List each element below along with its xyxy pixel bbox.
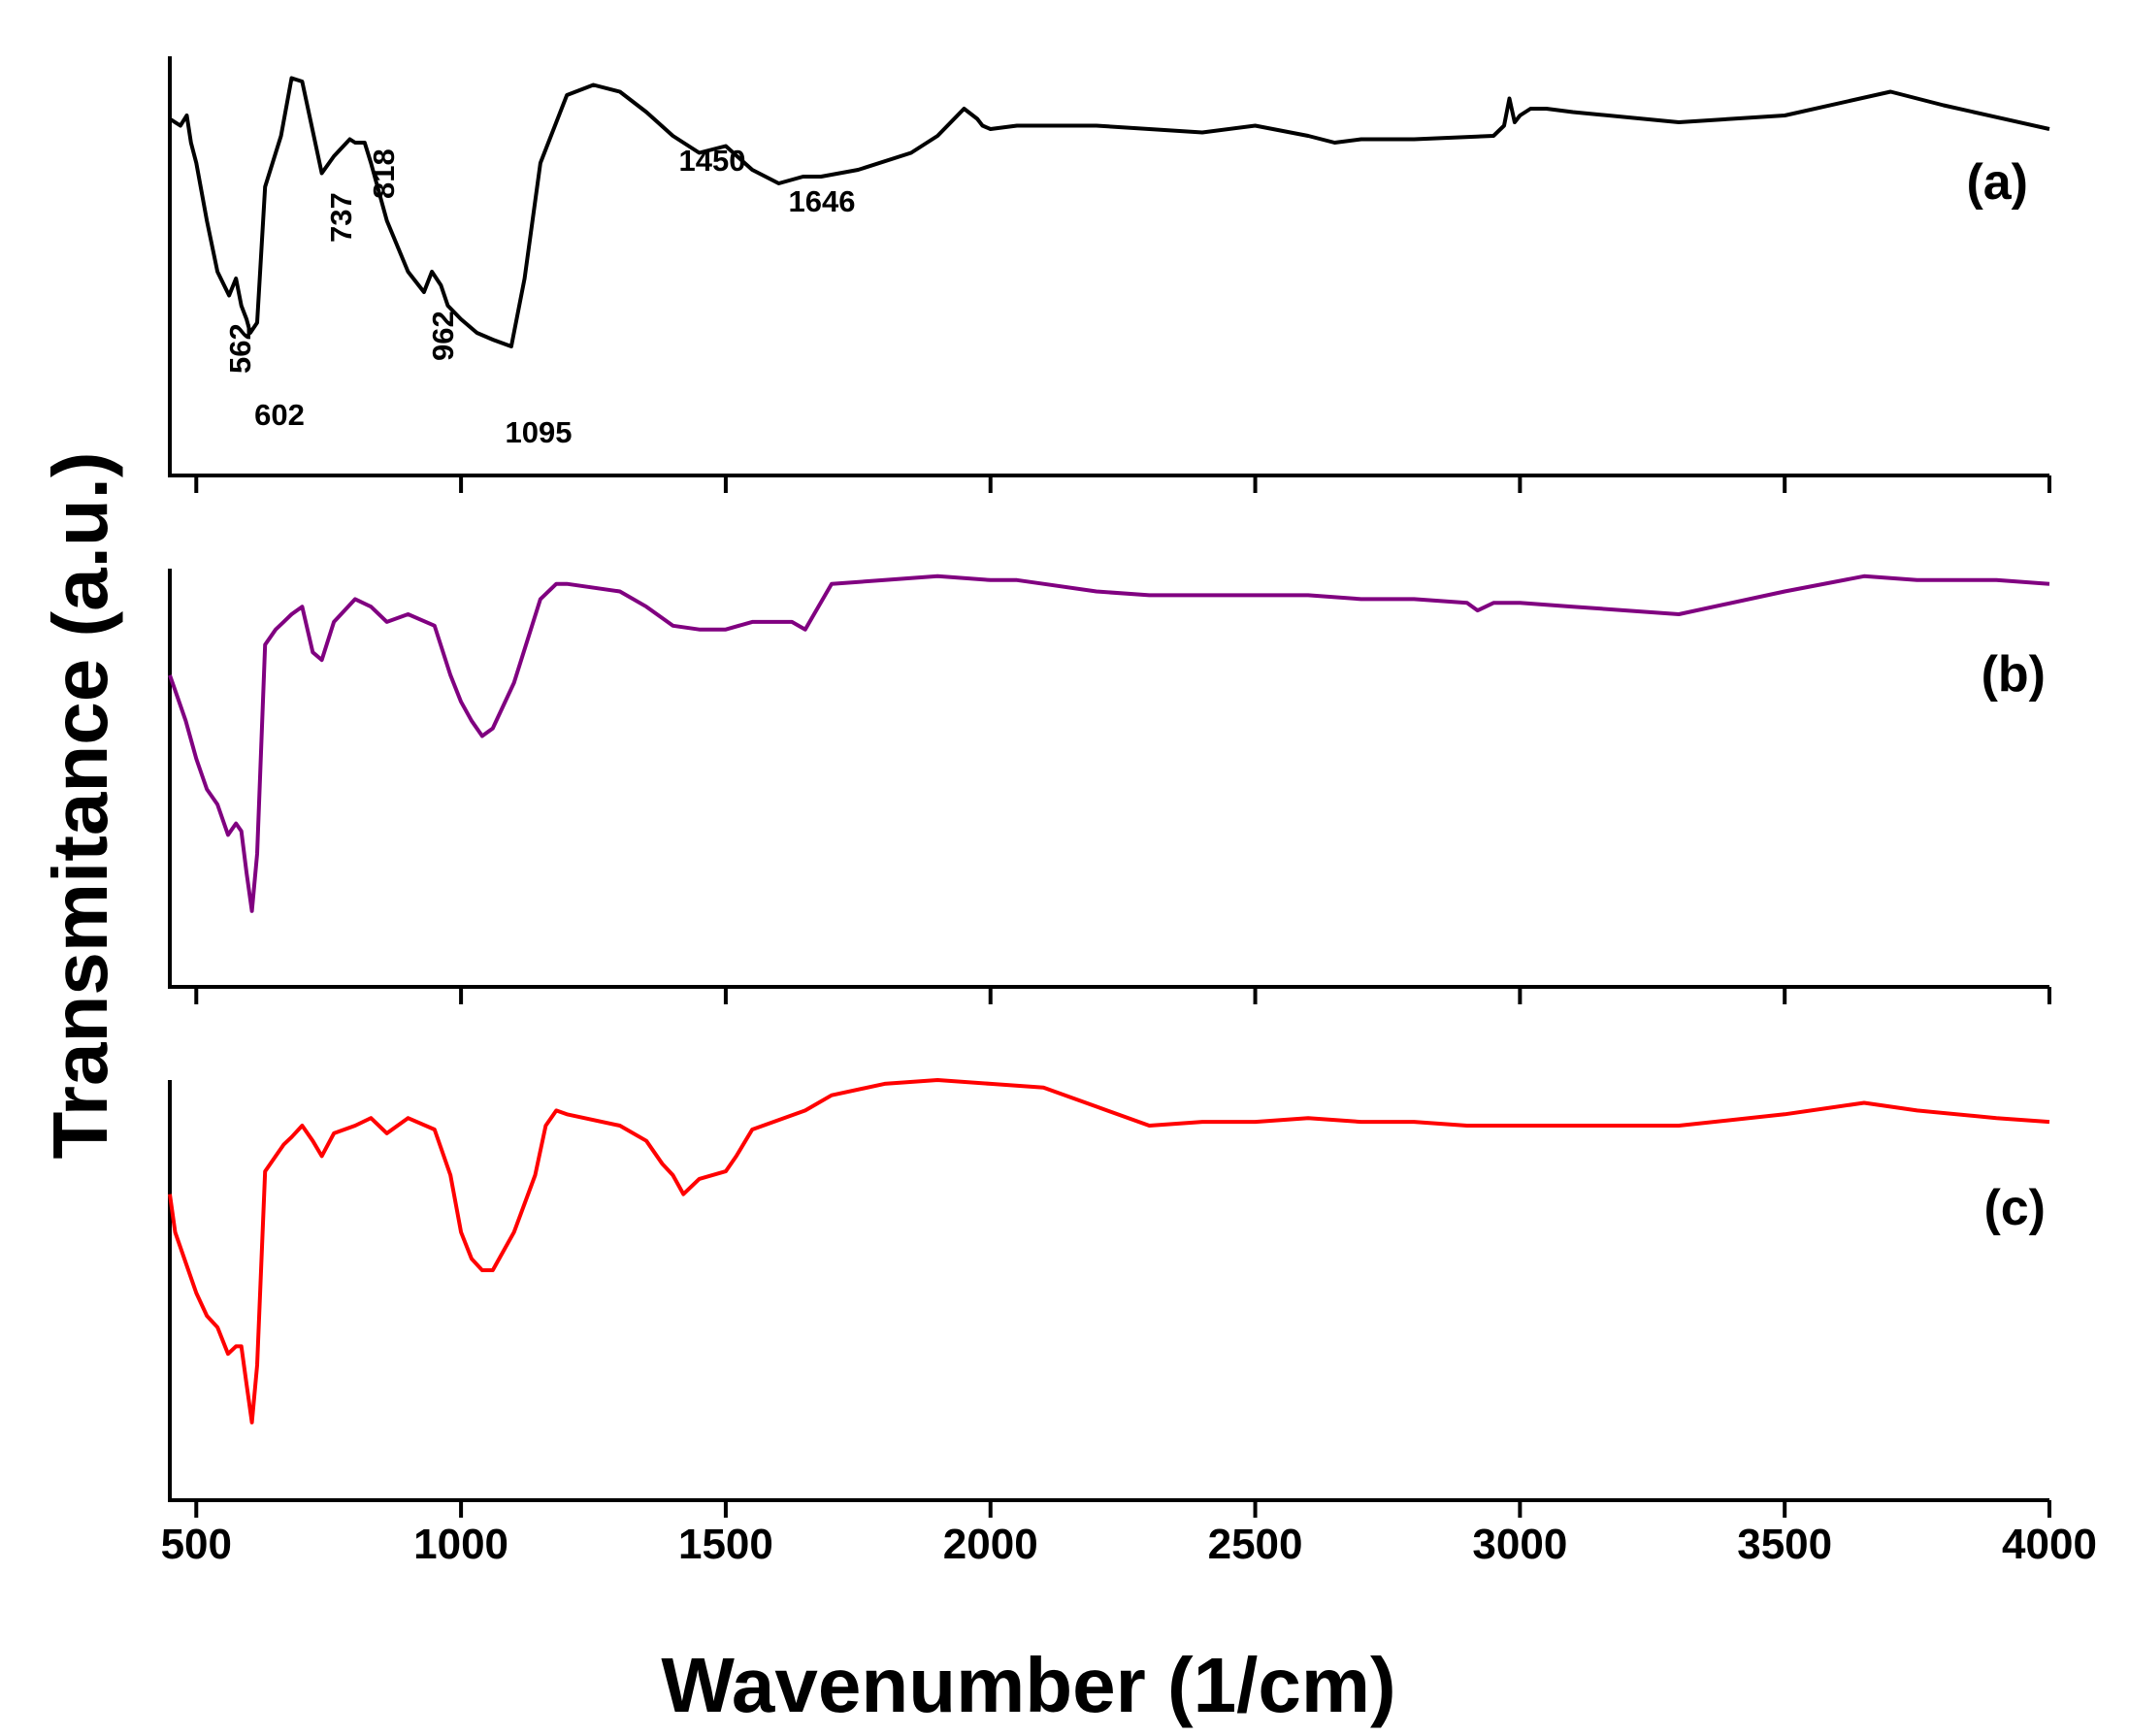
panel-label-c: (c) [1983,1180,2046,1236]
x-tick-label-2000: 2000 [943,1521,1038,1568]
x-tick-label-1500: 1500 [678,1521,773,1568]
series-b-line [168,573,2050,913]
peak-label-1450: 1450 [679,144,746,178]
peak-label-737: 737 [324,192,358,243]
panel-a: (a) 562 602 737 818 962 1095 1450 1646 [168,56,2051,493]
x-tick-label-4000: 4000 [2002,1521,2097,1568]
panel-label-b: (b) [1982,646,2046,703]
y-axis-title: Transmitance (a.u.) [37,451,123,1159]
panel-c: (c) [168,1078,2051,1518]
peak-label-562: 562 [223,323,257,374]
series-c-line [168,1078,2050,1425]
x-tick-label-3500: 3500 [1737,1521,1832,1568]
series-a-line [168,76,2050,348]
x-tick-label-2500: 2500 [1208,1521,1303,1568]
x-tick-label-3000: 3000 [1472,1521,1567,1568]
x-tick-label-1000: 1000 [413,1521,508,1568]
peak-label-818: 818 [367,148,401,199]
panel-b: (b) [168,569,2051,1004]
peak-label-602: 602 [254,398,305,432]
x-tick-labels: 500 1000 1500 2000 2500 3000 3500 4000 [161,1521,2097,1568]
x-axis-title: Wavenumber (1/cm) [661,1642,1395,1728]
panel-c-ticks [194,1500,2051,1518]
panel-a-ticks [194,475,2051,493]
x-tick-label-500: 500 [161,1521,232,1568]
panel-b-ticks [194,987,2051,1004]
panel-label-a: (a) [1966,154,2028,211]
peak-label-1646: 1646 [789,184,856,218]
peak-label-962: 962 [426,311,460,361]
peak-label-1095: 1095 [506,415,573,449]
